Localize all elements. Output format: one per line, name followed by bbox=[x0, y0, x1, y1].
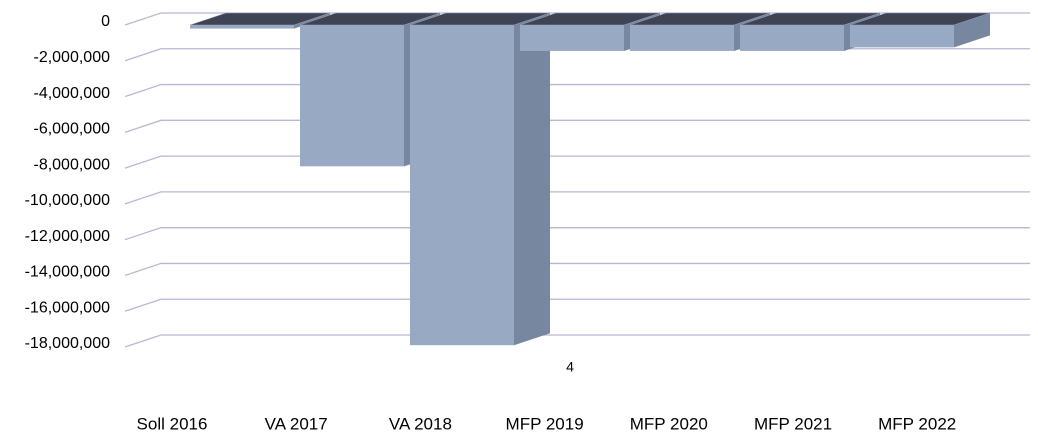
bar-top bbox=[849, 12, 991, 26]
grid-line bbox=[124, 155, 1030, 169]
bar bbox=[190, 25, 294, 29]
x-tick-label: MFP 2020 bbox=[630, 414, 708, 433]
y-tick-label: -2,000,000 bbox=[33, 49, 110, 66]
bar-top bbox=[739, 12, 881, 26]
bar bbox=[410, 25, 514, 346]
grid-line bbox=[124, 227, 1030, 241]
x-tick-label: VA 2017 bbox=[265, 414, 328, 433]
y-tick-label: -18,000,000 bbox=[25, 335, 111, 352]
bar-side bbox=[514, 13, 550, 346]
y-tick-label: 0 bbox=[101, 13, 110, 30]
bar-top bbox=[189, 12, 331, 26]
y-tick-label: -16,000,000 bbox=[25, 299, 111, 316]
y-tick-label: -14,000,000 bbox=[25, 264, 111, 281]
grid-line bbox=[124, 83, 1030, 98]
grid-line bbox=[124, 298, 1030, 312]
y-tick-label: -8,000,000 bbox=[33, 156, 110, 173]
bar-side bbox=[954, 13, 990, 48]
x-tick-label: Soll 2016 bbox=[137, 414, 208, 433]
x-tick-label: MFP 2021 bbox=[754, 414, 832, 433]
bar-top bbox=[299, 12, 441, 26]
y-tick-label: -10,000,000 bbox=[25, 192, 111, 209]
grid-line bbox=[124, 334, 1030, 348]
y-tick-label: -6,000,000 bbox=[33, 121, 110, 138]
bar bbox=[630, 25, 734, 51]
grid-line bbox=[124, 119, 1030, 133]
bar bbox=[740, 25, 844, 51]
bar-top bbox=[629, 12, 771, 26]
grid-line bbox=[124, 191, 1030, 205]
annotation: 4 bbox=[566, 359, 574, 375]
x-tick-label: MFP 2019 bbox=[506, 414, 584, 433]
x-tick-label: MFP 2022 bbox=[878, 414, 956, 433]
bar bbox=[520, 25, 624, 51]
bar bbox=[850, 25, 954, 48]
bar bbox=[300, 25, 404, 167]
y-tick-label: -4,000,000 bbox=[33, 85, 110, 102]
bar-top bbox=[519, 12, 661, 26]
y-tick-label: -12,000,000 bbox=[25, 228, 111, 245]
grid-line bbox=[124, 262, 1030, 277]
x-tick-label: VA 2018 bbox=[389, 414, 452, 433]
bar-top bbox=[409, 12, 551, 26]
